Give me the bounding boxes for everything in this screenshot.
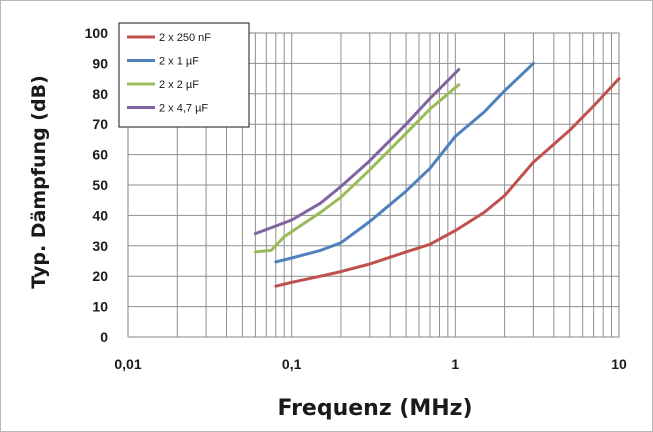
grid: [128, 32, 619, 337]
y-tick-label: 30: [92, 238, 108, 254]
series-line-2: [274, 61, 535, 264]
y-tick-label: 20: [92, 268, 108, 284]
y-tick-label: 100: [85, 25, 109, 41]
x-tick-label: 10: [611, 356, 627, 372]
legend-label: 2 x 4,7 µF: [159, 103, 208, 115]
y-axis-tick-labels: 0 10 20 30 40 50 60 70 80 90 100: [85, 25, 109, 345]
x-axis-title: Frequenz (MHz): [277, 396, 472, 421]
y-tick-label: 40: [92, 207, 108, 223]
legend: 2 x 250 nF 2 x 1 µF 2 x 2 µF 2 x 4,7 µF: [118, 22, 250, 128]
series-lines: [253, 61, 621, 288]
legend-label: 2 x 250 nF: [159, 32, 211, 44]
y-tick-label: 0: [100, 329, 108, 345]
y-tick-label: 50: [92, 177, 108, 193]
y-axis-title: Typ. Dämpfung (dB): [28, 75, 50, 289]
x-axis-tick-labels: 0,01 0,1 1 10: [114, 356, 627, 372]
series-line-1: [274, 77, 621, 288]
x-tick-label: 1: [451, 356, 459, 372]
series-line-4: [253, 68, 461, 236]
series-line-3: [253, 83, 461, 254]
legend-label: 2 x 1 µF: [159, 56, 199, 68]
legend-label: 2 x 2 µF: [159, 79, 199, 91]
y-tick-label: 70: [92, 116, 108, 132]
x-tick-label: 0,01: [114, 356, 141, 372]
y-tick-label: 80: [92, 86, 108, 102]
legend-box: [118, 22, 250, 128]
x-tick-label: 0,1: [282, 356, 302, 372]
y-tick-label: 60: [92, 147, 108, 163]
plot-area: [127, 32, 620, 338]
y-tick-label: 90: [92, 55, 108, 71]
y-tick-label: 10: [92, 299, 108, 315]
